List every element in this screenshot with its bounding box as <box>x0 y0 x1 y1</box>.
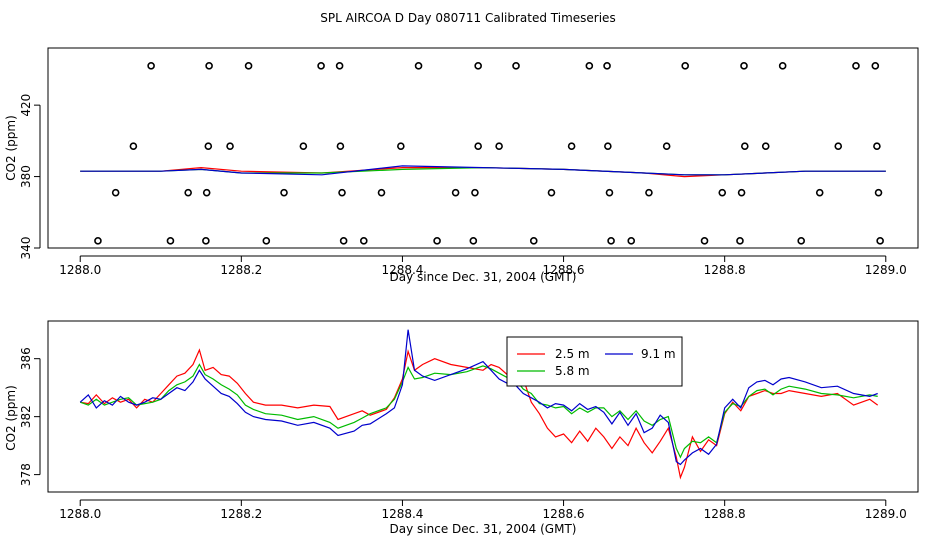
top-data-point <box>512 62 520 70</box>
top-data-point <box>585 62 594 70</box>
top-x-tick-label: 1288.0 <box>59 263 101 277</box>
top-data-point <box>166 237 175 245</box>
top-data-point <box>397 142 405 151</box>
top-x-tick-label: 1289.0 <box>865 263 907 277</box>
top-data-point <box>111 188 120 197</box>
bottom-x-axis-label: Day since Dec. 31, 2004 (GMT) <box>390 522 577 536</box>
top-data-point <box>815 188 824 197</box>
top-data-point <box>338 188 346 197</box>
top-y-tick-label: 340 <box>19 237 33 260</box>
top-data-point <box>147 62 155 70</box>
top-data-point <box>874 188 883 197</box>
top-data-point <box>335 62 344 70</box>
top-data-point <box>202 188 211 197</box>
top-data-point <box>433 237 441 245</box>
top-y-axis-label: CO2 (ppm) <box>4 115 18 181</box>
bot-x-tick-label: 1288.0 <box>59 507 101 521</box>
top-data-point <box>737 188 746 197</box>
bot-x-tick-label: 1289.0 <box>865 507 907 521</box>
top-data-point <box>681 62 689 70</box>
top-data-point <box>451 188 460 197</box>
top-data-point <box>469 237 478 245</box>
top-data-point <box>474 62 482 70</box>
top-plot-frame <box>47 47 919 249</box>
top-data-point <box>607 237 615 245</box>
top-data-point <box>202 237 210 245</box>
bot-x-tick-label: 1288.8 <box>704 507 746 521</box>
top-data-point <box>797 237 805 245</box>
bot-series-line-58m <box>79 363 878 459</box>
top-data-point <box>359 237 368 245</box>
bot-x-tick-label: 1288.6 <box>543 507 585 521</box>
top-x-tick-label: 1288.8 <box>704 263 746 277</box>
top-y-tick-label: 420 <box>19 94 33 117</box>
top-data-point <box>299 142 308 151</box>
top-data-point <box>547 188 556 197</box>
legend-box <box>506 336 683 387</box>
top-data-point <box>700 237 709 245</box>
top-data-point <box>377 188 386 197</box>
top-data-point <box>567 142 576 151</box>
top-data-point <box>876 237 884 245</box>
bot-x-tick-label: 1288.2 <box>220 507 262 521</box>
top-data-point <box>603 62 611 70</box>
bot-y-tick-label: 382 <box>19 405 33 428</box>
top-data-point <box>129 142 138 151</box>
bottom-panel: 1288.0 1288.2 1288.4 1288.6 1288.8 1289.0 378… <box>4 320 919 536</box>
legend-label-2-5m: 2.5 m <box>555 347 590 361</box>
top-data-point <box>317 62 325 70</box>
top-y-tick-label: 380 <box>19 165 33 188</box>
top-data-point <box>529 237 538 245</box>
top-data-point <box>226 142 234 151</box>
top-data-point <box>94 237 102 245</box>
bot-y-tick-label: 378 <box>19 463 33 486</box>
bot-series-line-91m <box>79 329 878 466</box>
top-x-tick-label: 1288.2 <box>220 263 262 277</box>
legend: 2.5 m 5.8 m 9.1 m <box>506 336 683 387</box>
top-data-point <box>834 142 843 151</box>
figure-title: SPL AIRCOA D Day 080711 Calibrated Times… <box>320 11 615 25</box>
top-data-point <box>736 237 744 245</box>
top-data-point <box>871 62 880 70</box>
top-data-point <box>280 188 288 197</box>
top-data-point <box>205 62 213 70</box>
bottom-y-axis-label: CO2 (ppm) <box>4 385 18 451</box>
top-data-point <box>718 188 727 197</box>
top-x-tick-label: 1288.4 <box>381 263 423 277</box>
top-data-point <box>336 142 345 151</box>
top-panel: 1288.0 1288.2 1288.4 1288.6 1288.8 1289.0 340… <box>4 47 919 284</box>
top-data-point <box>662 142 671 151</box>
legend-label-5-8m: 5.8 m <box>555 364 590 378</box>
top-data-point <box>761 142 770 151</box>
top-data-point <box>495 142 503 151</box>
top-data-point <box>471 188 479 197</box>
top-x-axis-label: Day since Dec. 31, 2004 (GMT) <box>390 270 577 284</box>
legend-label-9-1m: 9.1 m <box>641 347 676 361</box>
top-data-point <box>244 62 253 70</box>
top-data-point <box>414 62 423 70</box>
top-data-point <box>852 62 860 70</box>
bot-y-tick-label: 386 <box>19 347 33 370</box>
top-data-point <box>873 142 881 151</box>
top-x-tick-label: 1288.6 <box>543 263 585 277</box>
bot-x-tick-label: 1288.4 <box>381 507 423 521</box>
top-data-point <box>604 142 612 151</box>
top-data-point <box>741 142 749 151</box>
top-series-line-91m <box>80 165 886 176</box>
top-series-line-58m <box>80 166 886 176</box>
bot-series-line-25m <box>80 348 879 480</box>
top-data-point <box>778 62 787 70</box>
top-data-point <box>740 62 748 70</box>
top-data-point <box>474 142 482 151</box>
top-data-point <box>605 188 614 197</box>
top-data-point <box>339 237 348 245</box>
bottom-plot-frame <box>47 320 919 493</box>
top-data-point <box>262 237 271 245</box>
top-data-point <box>204 142 213 151</box>
top-data-point <box>184 188 192 197</box>
top-data-point <box>627 237 636 245</box>
top-data-point <box>645 188 653 197</box>
